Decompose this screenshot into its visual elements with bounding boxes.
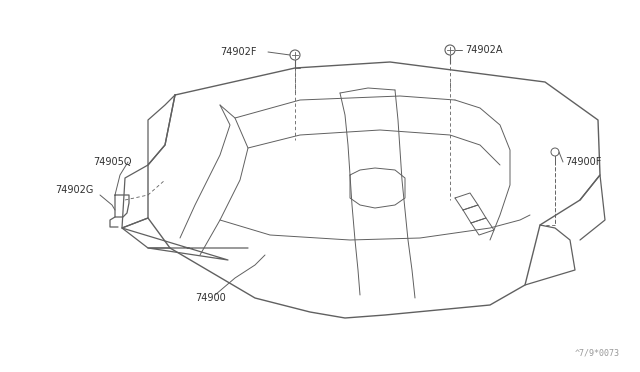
Text: 74902F: 74902F	[220, 47, 257, 57]
Text: 74902A: 74902A	[465, 45, 502, 55]
Text: 74900: 74900	[195, 293, 226, 303]
Text: ^7/9*0073: ^7/9*0073	[575, 349, 620, 358]
Text: 74900F: 74900F	[565, 157, 602, 167]
Text: 74902G: 74902G	[55, 185, 93, 195]
Text: 74905Q: 74905Q	[93, 157, 131, 167]
